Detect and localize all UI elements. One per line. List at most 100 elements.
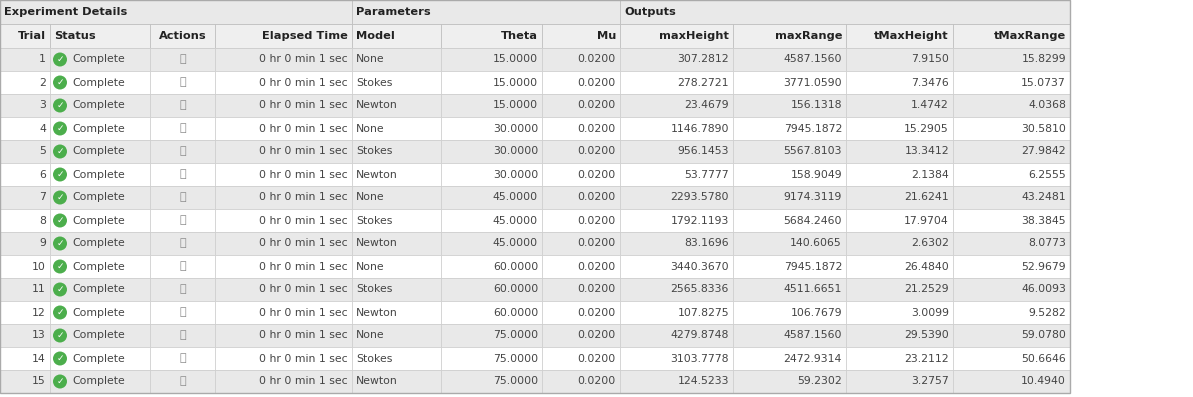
Text: 956.1453: 956.1453	[678, 146, 729, 156]
Ellipse shape	[52, 328, 67, 343]
Bar	[0, 0, 1070, 393]
Bar	[215, 48, 352, 71]
Text: Experiment Details: Experiment Details	[4, 7, 128, 17]
Bar	[620, 255, 733, 278]
Bar	[441, 71, 542, 94]
Bar	[150, 232, 215, 255]
Bar	[50, 301, 150, 324]
Text: 🗑: 🗑	[179, 123, 186, 133]
Text: 23.2112: 23.2112	[904, 353, 948, 364]
Text: 10: 10	[32, 262, 47, 272]
Text: 0 hr 0 min 1 sec: 0 hr 0 min 1 sec	[259, 100, 348, 110]
Bar	[620, 48, 733, 71]
Text: 0 hr 0 min 1 sec: 0 hr 0 min 1 sec	[259, 170, 348, 179]
Text: Complete: Complete	[72, 100, 125, 110]
Text: 0.0200: 0.0200	[577, 376, 616, 387]
Bar	[352, 117, 441, 140]
Bar	[846, 140, 953, 163]
Text: 21.2529: 21.2529	[904, 285, 948, 295]
Text: 4.0368: 4.0368	[1028, 100, 1067, 110]
Bar	[441, 278, 542, 301]
Text: 0.0200: 0.0200	[577, 308, 616, 318]
Bar	[620, 94, 733, 117]
Text: 6.2555: 6.2555	[1028, 170, 1067, 179]
Bar	[215, 347, 352, 370]
Bar	[0, 232, 50, 255]
Bar	[733, 140, 846, 163]
Text: 15: 15	[32, 376, 47, 387]
Text: 14: 14	[32, 353, 47, 364]
Text: 7.9150: 7.9150	[911, 54, 948, 64]
Bar	[215, 324, 352, 347]
Text: 3771.0590: 3771.0590	[784, 77, 842, 87]
Text: 0 hr 0 min 1 sec: 0 hr 0 min 1 sec	[259, 262, 348, 272]
Text: 10.4940: 10.4940	[1021, 376, 1067, 387]
Text: Newton: Newton	[356, 308, 397, 318]
Ellipse shape	[52, 306, 67, 320]
Bar	[441, 232, 542, 255]
Text: 107.8275: 107.8275	[678, 308, 729, 318]
Bar	[953, 301, 1070, 324]
Bar	[0, 0, 352, 24]
Bar	[733, 278, 846, 301]
Text: ✓: ✓	[56, 308, 63, 317]
Text: 🗑: 🗑	[179, 54, 186, 64]
Bar	[50, 209, 150, 232]
Text: Outputs: Outputs	[624, 7, 675, 17]
Bar	[733, 117, 846, 140]
Bar	[150, 186, 215, 209]
Bar	[150, 140, 215, 163]
Bar	[846, 255, 953, 278]
Bar	[620, 232, 733, 255]
Text: 🗑: 🗑	[179, 77, 186, 87]
Text: 🗑: 🗑	[179, 262, 186, 272]
Bar	[215, 163, 352, 186]
Bar	[846, 186, 953, 209]
Bar	[542, 140, 620, 163]
Text: 0.0200: 0.0200	[577, 330, 616, 341]
Text: 60.0000: 60.0000	[493, 285, 538, 295]
Text: 60.0000: 60.0000	[493, 308, 538, 318]
Bar	[352, 163, 441, 186]
Text: 4587.1560: 4587.1560	[784, 54, 842, 64]
Text: ✓: ✓	[56, 262, 63, 271]
Bar	[150, 301, 215, 324]
Bar	[0, 163, 50, 186]
Bar	[846, 24, 953, 48]
Text: 15.0737: 15.0737	[1021, 77, 1067, 87]
Bar	[542, 48, 620, 71]
Text: Newton: Newton	[356, 376, 397, 387]
Text: 0.0200: 0.0200	[577, 170, 616, 179]
Bar	[215, 71, 352, 94]
Text: Complete: Complete	[72, 123, 125, 133]
Text: 0 hr 0 min 1 sec: 0 hr 0 min 1 sec	[259, 54, 348, 64]
Bar	[441, 24, 542, 48]
Text: 9.5282: 9.5282	[1028, 308, 1067, 318]
Bar	[50, 71, 150, 94]
Bar	[542, 24, 620, 48]
Text: 0.0200: 0.0200	[577, 216, 616, 225]
Text: 0.0200: 0.0200	[577, 285, 616, 295]
Text: 0 hr 0 min 1 sec: 0 hr 0 min 1 sec	[259, 285, 348, 295]
Bar	[150, 117, 215, 140]
Bar	[150, 48, 215, 71]
Ellipse shape	[52, 374, 67, 389]
Text: Stokes: Stokes	[356, 353, 392, 364]
Bar	[215, 209, 352, 232]
Text: 8: 8	[39, 216, 47, 225]
Ellipse shape	[52, 121, 67, 135]
Text: 106.7679: 106.7679	[791, 308, 842, 318]
Text: ✓: ✓	[56, 124, 63, 133]
Text: ✓: ✓	[56, 193, 63, 202]
Text: 29.5390: 29.5390	[904, 330, 948, 341]
Bar	[846, 324, 953, 347]
Text: Status: Status	[54, 31, 95, 41]
Bar	[150, 324, 215, 347]
Text: 0 hr 0 min 1 sec: 0 hr 0 min 1 sec	[259, 239, 348, 249]
Text: ✓: ✓	[56, 239, 63, 248]
Bar	[542, 163, 620, 186]
Bar	[0, 347, 50, 370]
Text: 3: 3	[39, 100, 47, 110]
Text: 🗑: 🗑	[179, 239, 186, 249]
Text: Stokes: Stokes	[356, 216, 392, 225]
